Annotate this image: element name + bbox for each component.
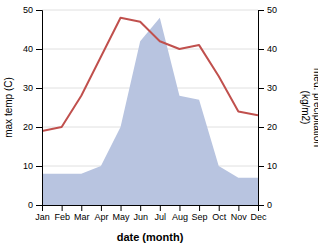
tick-mark — [258, 166, 264, 167]
tick: Feb — [54, 205, 70, 222]
tick-label: 20 — [267, 122, 277, 132]
tick-mark — [160, 205, 161, 211]
tick-label: 50 — [23, 5, 33, 15]
tick-label: Feb — [54, 212, 70, 222]
area — [42, 18, 258, 205]
tick-label: 10 — [267, 161, 277, 171]
x-axis-title: date (month) — [117, 231, 184, 243]
tick-label: Nov — [231, 212, 248, 222]
tick: Jul — [155, 205, 167, 222]
tick: Jan — [35, 205, 50, 222]
tick: Aug — [172, 205, 188, 222]
tick-label: 0 — [28, 200, 33, 210]
tick: 40 — [258, 44, 277, 54]
tick: Mar — [74, 205, 90, 222]
line — [42, 18, 258, 131]
tick: 30 — [23, 83, 42, 93]
tick-mark — [199, 205, 200, 211]
tick-mark — [219, 205, 220, 211]
axis-line — [43, 206, 259, 212]
grid — [42, 10, 258, 205]
tick-label: Oct — [212, 212, 227, 222]
tick-mark — [258, 205, 264, 206]
tick: 30 — [258, 83, 277, 93]
tick-mark — [36, 88, 42, 89]
y2-axis-title: med. precipitation(kg/m2) — [300, 68, 318, 147]
tick: Sep — [192, 205, 208, 222]
tick-mark — [258, 88, 264, 89]
tick-mark — [62, 205, 63, 211]
tick-mark — [36, 49, 42, 50]
tick: 20 — [258, 122, 277, 132]
tick: 10 — [258, 161, 277, 171]
tick-label: 20 — [23, 122, 33, 132]
tick: 0 — [28, 200, 42, 210]
tick-label: 50 — [267, 5, 277, 15]
tick: 50 — [258, 5, 277, 15]
plot: JanFebMarAprMayJunJulAugSepOctNovDec0102… — [3, 5, 318, 243]
tick-label: 30 — [267, 83, 277, 93]
tick-mark — [238, 205, 239, 211]
tick-mark — [101, 205, 102, 211]
tick-label: Dec — [250, 212, 267, 222]
tick-mark — [81, 205, 82, 211]
tick-mark — [36, 205, 42, 206]
tick-mark — [179, 205, 180, 211]
tick: 10 — [23, 161, 42, 171]
tick-label: Mar — [74, 212, 90, 222]
tick-label: Apr — [94, 212, 108, 222]
tick-label: Aug — [172, 212, 188, 222]
tick: 0 — [258, 200, 272, 210]
tick-label: Sep — [192, 212, 208, 222]
tick-label: May — [113, 212, 131, 222]
grid-line — [42, 10, 258, 11]
tick: Oct — [212, 205, 227, 222]
tick: Dec — [250, 205, 267, 222]
tick-label: Jun — [133, 212, 148, 222]
x-axis: Jan Feb Mar Apr MayJun Jul Aug Sep Oct NovDec — [35, 205, 267, 222]
tick-mark — [258, 49, 264, 50]
tick-label: 40 — [23, 44, 33, 54]
axis-line — [259, 11, 265, 206]
tick: Jun — [133, 205, 148, 222]
tick-mark — [258, 127, 264, 128]
tick-mark — [258, 10, 264, 11]
y2-axis: 0 10 20 30 40 50 — [258, 5, 277, 210]
tick-label: 30 — [23, 83, 33, 93]
y-axis-title: max temp (C) — [3, 77, 14, 138]
tick: Apr — [94, 205, 108, 222]
tick: 40 — [23, 44, 42, 54]
tick-mark — [36, 10, 42, 11]
tick-mark — [36, 127, 42, 128]
tick-label: 10 — [23, 161, 33, 171]
tick-mark — [121, 205, 122, 211]
tick: 20 — [23, 122, 42, 132]
tick: 50 — [23, 5, 42, 15]
tick-label: 40 — [267, 44, 277, 54]
tick-label: 0 — [267, 200, 272, 210]
tick-label: Jan — [35, 212, 50, 222]
marks — [42, 18, 258, 205]
chart: JanFebMarAprMayJunJulAugSepOctNovDec0102… — [0, 0, 318, 247]
axis-line — [36, 11, 43, 206]
tick-mark — [36, 166, 42, 167]
tick: Nov — [231, 205, 248, 222]
tick: May — [113, 205, 131, 222]
tick-label: Jul — [155, 212, 167, 222]
y-axis: 0 10 20 30 40 50 — [23, 5, 43, 210]
tick-mark — [140, 205, 141, 211]
